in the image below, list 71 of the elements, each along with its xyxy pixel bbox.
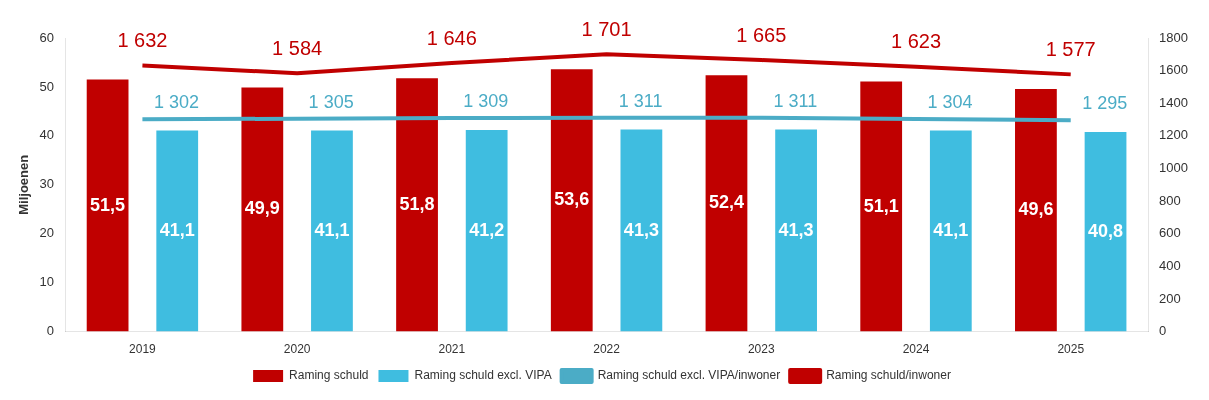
- data-label: 52,4: [708, 192, 744, 213]
- data-label: 1 311: [773, 90, 818, 111]
- data-label: 49,9: [244, 198, 280, 219]
- data-label: 53,6: [554, 189, 590, 210]
- bar: [1084, 131, 1127, 332]
- bar: [311, 130, 353, 332]
- data-label: 1 584: [272, 36, 323, 59]
- x-tick-label: 2019: [129, 342, 157, 357]
- bar: [396, 78, 438, 332]
- data-label: 1 311: [618, 90, 663, 111]
- y-tick-label: 40: [39, 127, 55, 143]
- data-label: 41,1: [159, 220, 195, 241]
- bar: [465, 130, 508, 332]
- data-label: 1 304: [927, 91, 973, 112]
- data-label: 41,2: [469, 219, 505, 240]
- y2-tick-label: 400: [1159, 257, 1181, 273]
- data-label: 51,8: [399, 193, 435, 214]
- y-tick-label: 10: [39, 274, 55, 290]
- x-tick-label: 2022: [593, 342, 621, 357]
- data-label: 1 632: [117, 28, 168, 51]
- y2-tick-label: 200: [1159, 290, 1181, 306]
- data-label: 1 309: [463, 91, 509, 112]
- data-label: 51,1: [863, 195, 899, 216]
- bar: [241, 87, 284, 332]
- data-label: 1 623: [890, 30, 942, 53]
- data-label: 41,1: [933, 220, 969, 241]
- data-label: 40,8: [1088, 220, 1124, 241]
- y2-tick-label: 1600: [1159, 62, 1188, 78]
- data-label: 1 665: [736, 23, 787, 46]
- x-tick-label: 2020: [283, 342, 311, 357]
- y-tick-label: 0: [46, 323, 55, 339]
- bar: [156, 130, 199, 332]
- y2-tick-label: 1400: [1159, 94, 1188, 110]
- data-label: 49,6: [1018, 199, 1054, 220]
- bar: [86, 79, 129, 332]
- data-label: 41,1: [314, 220, 350, 241]
- y2-tick-label: 0: [1159, 323, 1167, 339]
- x-tick-label: 2021: [438, 342, 466, 357]
- x-tick-label: 2024: [902, 342, 930, 357]
- data-label: 1 646: [426, 26, 477, 49]
- legend-label: Raming schuld: [289, 368, 369, 383]
- data-label: 1 305: [308, 91, 354, 112]
- data-label: 1 302: [153, 92, 199, 113]
- bar: [620, 129, 663, 332]
- data-label: 1 701: [581, 17, 632, 40]
- y-axis-title: Miljoenen: [16, 154, 32, 215]
- y-tick-label: 60: [39, 29, 55, 45]
- data-label: 51,5: [90, 194, 126, 215]
- bar: [705, 75, 748, 332]
- x-tick-label: 2025: [1057, 342, 1085, 357]
- bar: [929, 130, 972, 332]
- y2-tick-label: 1800: [1159, 29, 1188, 45]
- bar: [1015, 88, 1057, 332]
- x-tick-label: 2023: [747, 342, 775, 357]
- data-label: 1 295: [1082, 93, 1128, 114]
- bar: [860, 81, 903, 332]
- y-tick-label: 20: [39, 225, 55, 241]
- y2-tick-label: 800: [1159, 192, 1181, 208]
- legend-label: Raming schuld excl. VIPA: [414, 368, 552, 383]
- y2-tick-label: 1000: [1159, 160, 1188, 176]
- data-label: 41,3: [778, 219, 814, 240]
- bar: [550, 69, 593, 332]
- data-label: 1 577: [1045, 37, 1096, 60]
- y2-tick-label: 1200: [1159, 127, 1188, 143]
- legend-label: Raming schuld excl. VIPA/inwoner: [597, 368, 781, 383]
- bar: [775, 129, 817, 332]
- data-label: 41,3: [623, 219, 659, 240]
- legend-label: Raming schuld/inwoner: [826, 368, 951, 383]
- y-tick-label: 30: [39, 176, 55, 192]
- y-tick-label: 50: [39, 78, 55, 94]
- y2-tick-label: 600: [1159, 225, 1181, 241]
